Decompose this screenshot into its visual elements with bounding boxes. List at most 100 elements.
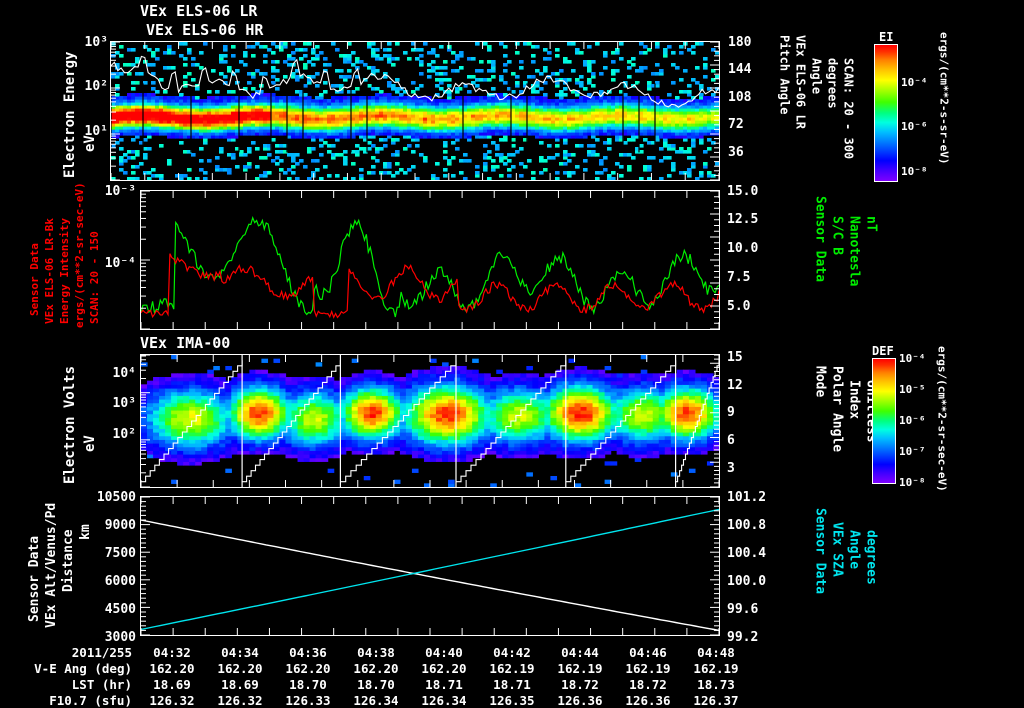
panel1-right-axis-title-p0: Pitch Angle: [777, 35, 792, 115]
footer-cell: 04:42: [493, 644, 531, 660]
colorbar-def-unit-text: ergs/(cm**2-sr-sec-eV): [935, 346, 949, 492]
footer-cell: 18.70: [357, 676, 395, 692]
panel1-right-axis-title-p2: Angle: [809, 58, 824, 95]
footer-cell: 126.33: [285, 692, 331, 708]
footer-cell: 162.20: [285, 660, 331, 676]
panel3-plot-svg: [141, 355, 719, 487]
panel4-left-axis-sensor: Sensor Data: [27, 500, 42, 626]
panel1-right-axis-degrees: degrees: [826, 58, 840, 182]
panel4-left-axis-distance: Distance: [61, 500, 76, 596]
footer-cell: 162.19: [693, 660, 739, 676]
panel1-ytick-100: 10²: [84, 79, 108, 94]
panel4-right-tick-101p2: 101.2: [727, 490, 767, 505]
panel2-left-axis-p2: Energy Intensity: [58, 218, 71, 324]
panel2-right-axis-p1: S/C B: [829, 216, 845, 256]
footer-row-label: 2011/255: [71, 644, 132, 660]
panel4-right-axis-p1: VEx SZA: [829, 522, 845, 577]
panel2-left-axis-sensor: Sensor Data: [28, 196, 41, 320]
panel4-right-axis-p3: degrees: [863, 530, 879, 585]
footer-cell: 04:34: [221, 644, 259, 660]
colorbar-def-tick-2: 10⁻⁶: [899, 414, 926, 427]
panel4-plot-svg: [141, 497, 719, 635]
footer-cell: 18.71: [425, 676, 463, 692]
panel3-right-axis-p1: Polar Angle: [829, 366, 845, 453]
panel1-right-tick-108: 108: [728, 90, 752, 105]
panel2-right-tick-15: 15.0: [727, 184, 759, 199]
colorbar-ei-unit-text: ergs/(cm**2-s-sr-eV): [937, 32, 951, 165]
colorbar-def-unit: ergs/(cm**2-sr-sec-eV): [935, 346, 949, 492]
footer-cell: 18.69: [153, 676, 191, 692]
panel4-left-axis-p1: VEx Alt/Venus/Pd: [44, 502, 59, 628]
panel1-right-axis-scan: SCAN: 20 - 300: [841, 58, 856, 187]
colorbar-ei-name: EI: [879, 30, 894, 44]
panel4-right-tick-100p4: 100.4: [727, 546, 767, 561]
colorbar-ei-tick-2: 10⁻⁸: [901, 165, 928, 178]
footer-cell: 126.36: [557, 692, 603, 708]
panel3-right-tick-3: 3: [727, 461, 735, 476]
panel4-ytick-3000: 3000: [104, 630, 136, 645]
panel4-ytick-7500: 7500: [104, 546, 136, 561]
footer-row-label: F10.7 (sfu): [49, 692, 132, 708]
footer-cell: 162.19: [489, 660, 535, 676]
panel3-left-axis-unit-text: eV: [82, 435, 98, 452]
panel4-right-axis-sza: VEx SZA: [829, 522, 845, 616]
panel1-right-tick-144: 144: [728, 62, 752, 77]
panel2-left-axis-p3: ergs/(cm**2-sr-sec-eV): [73, 182, 86, 328]
footer-cell: 126.32: [217, 692, 263, 708]
colorbar-ei-tick-0: 10⁻⁴: [901, 76, 928, 89]
panel1-right-axis-angle: Angle: [809, 58, 824, 182]
panel2-plot-svg: [141, 191, 719, 329]
panel1-right-axis-title: Pitch Angle: [777, 35, 792, 184]
panel4-left-axis-alt: VEx Alt/Venus/Pd: [44, 500, 59, 632]
panel-ima-spectrogram: [140, 354, 720, 488]
panel2-right-axis-p3: nT: [863, 216, 879, 232]
panel2-right-tick-5: 5.0: [727, 299, 751, 314]
footer-cell: 126.35: [489, 692, 535, 708]
panel1-right-tick-180: 180: [728, 35, 752, 50]
panel4-right-tick-100p0: 100.0: [727, 574, 767, 589]
footer-row: 2011/255 04:32 04:34 04:36 04:38 04:40 04:42 04…: [12, 644, 750, 660]
footer-cell: 126.37: [693, 692, 739, 708]
footer-cell: 04:48: [697, 644, 735, 660]
footer-cell: 126.34: [353, 692, 399, 708]
footer-cell: 04:46: [629, 644, 667, 660]
panel3-right-axis-mode: Mode: [813, 366, 828, 430]
footer-row: LST (hr) 18.69 18.69 18.70 18.70 18.71 18.71 18…: [12, 676, 750, 692]
footer-cell: 18.70: [289, 676, 327, 692]
panel3-right-axis-index: Index: [847, 380, 862, 444]
footer-cell: 18.71: [493, 676, 531, 692]
panel2-right-axis-nanotesla: Nanotesla: [846, 216, 862, 330]
footer-cell: 162.20: [217, 660, 263, 676]
panel2-right-axis-p2: Nanotesla: [846, 216, 862, 287]
panel1-ytick-1000: 10³: [84, 35, 108, 50]
panel2-left-axis-p4: SCAN: 20 - 150: [88, 231, 101, 324]
panel4-left-axis-p3: km: [78, 524, 93, 540]
footer-cell: 04:36: [289, 644, 327, 660]
panel3-right-tick-15: 15: [727, 350, 743, 365]
panel4-right-axis-p0: Sensor Data: [812, 508, 828, 595]
colorbar-def: [872, 358, 896, 484]
footer-row-label: LST (hr): [71, 676, 132, 692]
panel4-left-axis-km: km: [78, 500, 93, 544]
panel4-right-axis-angle: Angle: [847, 530, 862, 600]
panel1-right-tick-36: 36: [728, 145, 744, 160]
footer-cell: 04:40: [425, 644, 463, 660]
panel4-right-axis-degrees: degrees: [863, 530, 879, 624]
footer-parameter-table: 2011/255 04:32 04:34 04:36 04:38 04:40 04:42 04…: [12, 644, 750, 708]
panel1-title-lr: VEx ELS-06 LR: [140, 2, 258, 20]
panel1-left-axis-title-text: Electron Energy: [62, 51, 78, 178]
panel1-left-axis-title: Electron Energy: [62, 46, 78, 178]
panel3-right-tick-12: 12: [727, 378, 743, 393]
panel4-left-axis-p2: Distance: [61, 529, 76, 592]
panel2-left-axis-p0: Sensor Data: [28, 243, 41, 316]
panel1-plot-svg: [111, 42, 719, 180]
panel3-right-tick-9: 9: [727, 405, 735, 420]
panel2-ytick-1e-4: 10⁻⁴: [104, 256, 136, 271]
panel2-left-axis-unit: ergs/(cm**2-sr-sec-eV): [73, 182, 86, 332]
panel4-right-axis-sensor: Sensor Data: [812, 508, 828, 630]
panel3-left-axis-title: Electron Volts: [62, 358, 78, 484]
panel1-right-axis-title-p4: SCAN: 20 - 300: [841, 58, 856, 160]
panel3-title: VEx IMA-00: [140, 334, 231, 352]
footer-cell: 162.19: [557, 660, 603, 676]
panel3-ytick-1e4: 10⁴: [112, 366, 136, 381]
